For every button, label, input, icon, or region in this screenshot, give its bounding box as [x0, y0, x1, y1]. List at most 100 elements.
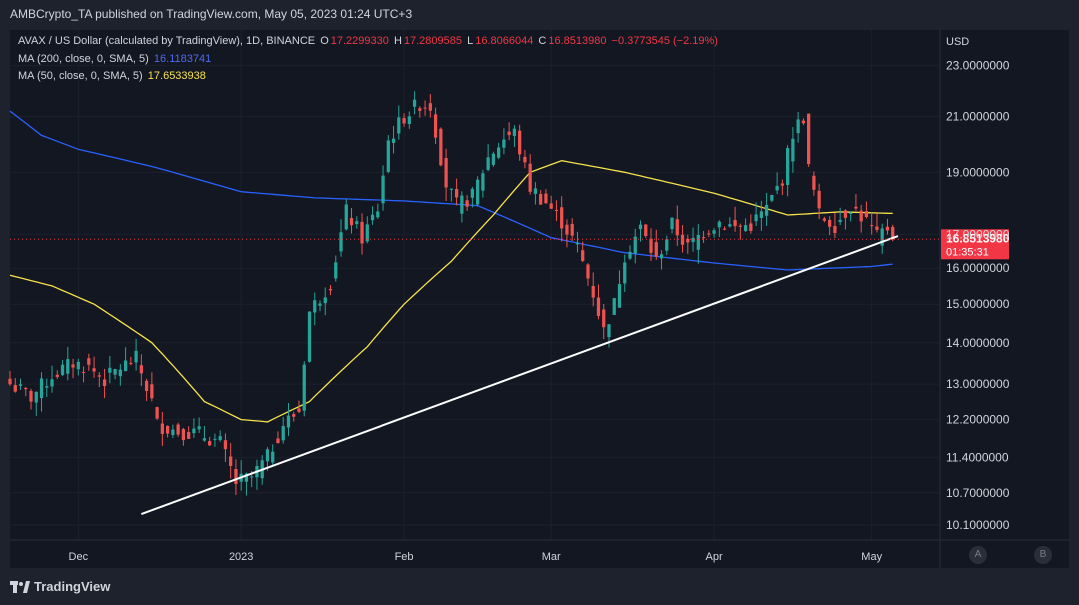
candle-body: [302, 364, 306, 411]
candle-body: [659, 254, 664, 259]
candle-body: [307, 311, 312, 362]
candle-body: [560, 207, 564, 229]
legend-ma200-row[interactable]: MA (200, close, 0, SMA, 5) 16.1183741: [18, 53, 213, 65]
candle-body: [412, 99, 417, 107]
candle: [144, 378, 149, 401]
candle: [644, 224, 648, 238]
candle: [45, 378, 49, 398]
candle-body: [297, 408, 301, 412]
candle: [381, 165, 385, 211]
legend-ma50-label: MA (50, close, 0, SMA, 5): [18, 70, 143, 82]
candle: [596, 284, 601, 320]
candle: [386, 135, 390, 174]
log-scale-button[interactable]: B: [1034, 546, 1052, 564]
candle: [55, 370, 59, 380]
auto-scale-button[interactable]: A: [969, 546, 987, 564]
candle: [113, 368, 117, 380]
candle: [780, 179, 785, 196]
candle-body: [444, 157, 448, 188]
candle-body: [812, 175, 816, 190]
candle: [880, 223, 884, 254]
legend-symbol-row: AVAX / US Dollar (calculated by TradingV…: [18, 35, 720, 47]
candle: [518, 124, 522, 161]
candle-body: [864, 211, 869, 218]
candle-body: [675, 219, 679, 236]
candle: [50, 365, 54, 393]
candle-body: [770, 194, 774, 201]
candle: [849, 211, 853, 222]
price-tick-label: 10.7000000: [946, 486, 1010, 500]
candle: [759, 200, 763, 231]
candle-body: [439, 128, 443, 166]
candle-body: [502, 139, 506, 148]
candle-body: [181, 429, 186, 441]
chart-panel[interactable]: [10, 30, 1069, 568]
candle: [108, 355, 112, 384]
candle: [181, 427, 186, 446]
candle: [791, 127, 795, 173]
candle-body: [281, 426, 285, 441]
candle-body: [544, 193, 548, 204]
candle: [8, 370, 12, 386]
currency-label: USD: [946, 36, 969, 48]
candle: [29, 388, 33, 410]
candle-body: [565, 224, 569, 235]
candle-body: [244, 473, 249, 482]
candle-body: [470, 188, 475, 198]
candle-body: [370, 214, 375, 221]
candle: [155, 406, 159, 420]
candle: [870, 212, 874, 235]
candle-body: [213, 438, 217, 440]
candle: [633, 228, 637, 264]
candle-body: [712, 230, 716, 234]
candle: [539, 190, 543, 205]
candle: [481, 169, 485, 198]
tradingview-brand[interactable]: TradingView: [10, 579, 110, 594]
candle-body: [665, 239, 669, 251]
grid-lines: [10, 30, 940, 540]
candle-body: [465, 200, 469, 207]
candle-body: [607, 324, 611, 338]
candle-body: [764, 205, 769, 216]
candle-body: [575, 242, 580, 245]
legend-ma50-value: 17.6533938: [147, 70, 206, 82]
candle: [313, 292, 317, 326]
candle: [722, 226, 727, 231]
last-price-label: 16.8513980: [946, 231, 1010, 245]
candle: [665, 235, 669, 256]
candle-body: [60, 364, 65, 375]
price-tick-label: 10.1000000: [946, 518, 1010, 532]
candle: [376, 203, 380, 219]
candle-body: [197, 426, 201, 430]
candle: [801, 118, 806, 126]
candle-body: [386, 140, 390, 172]
candle: [586, 263, 590, 286]
candle: [39, 372, 44, 412]
time-tick-label: Apr: [706, 551, 723, 563]
candle: [749, 214, 753, 234]
candle-body: [791, 138, 795, 162]
candle: [165, 425, 170, 438]
candle-body: [596, 297, 601, 316]
candle-body: [775, 185, 779, 191]
candle-body: [18, 384, 23, 386]
candle: [807, 113, 811, 167]
candle: [281, 416, 285, 444]
candle-body: [554, 209, 559, 211]
candle: [271, 444, 275, 467]
candle: [292, 411, 296, 422]
candle-body: [875, 226, 879, 230]
candle: [418, 106, 422, 118]
candle: [213, 433, 217, 447]
candle: [276, 431, 280, 444]
time-tick-label: May: [861, 551, 882, 563]
candle-body: [165, 425, 170, 434]
legend-symbol: AVAX / US Dollar (calculated by TradingV…: [18, 35, 316, 47]
candle: [707, 229, 711, 238]
candle-body: [649, 238, 653, 253]
legend-ma50-row[interactable]: MA (50, close, 0, SMA, 5) 17.6533938: [18, 70, 208, 82]
candle-body: [838, 219, 842, 222]
candle: [370, 206, 375, 225]
candle-body: [8, 378, 12, 385]
